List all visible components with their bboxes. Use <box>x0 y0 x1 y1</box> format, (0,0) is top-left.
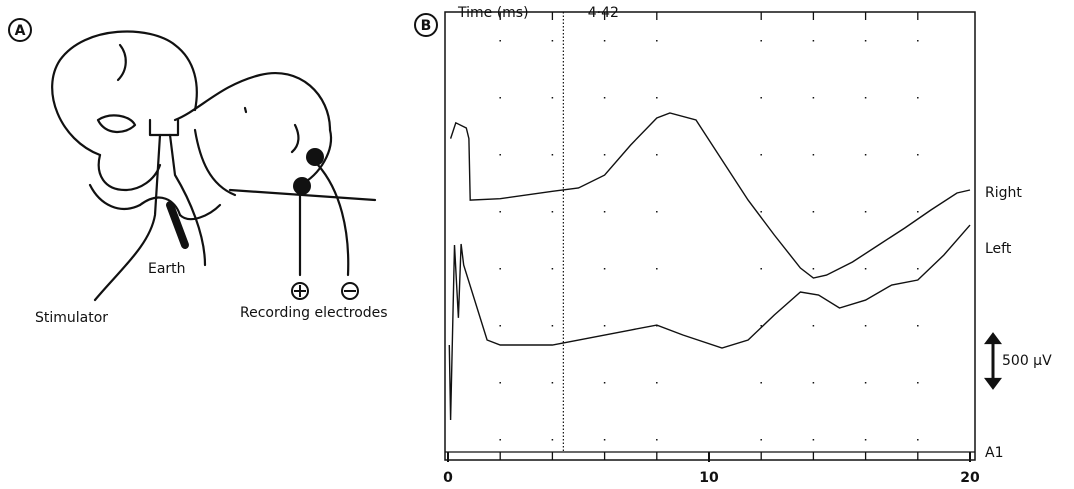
x-tick-label: 10 <box>699 470 719 486</box>
scale-bar <box>987 335 999 388</box>
electrode <box>306 148 324 166</box>
stimulator-label: Stimulator <box>35 310 108 326</box>
plus-sign <box>294 285 306 297</box>
recording-label: Recording electrodes <box>240 305 388 321</box>
legend-label: Right <box>985 185 1022 201</box>
trace <box>449 225 970 420</box>
trace <box>451 113 970 278</box>
cursor-label: 4·42 <box>588 5 619 21</box>
legend-label: Left <box>985 241 1012 257</box>
baseline-label: A1 <box>985 445 1003 461</box>
figure: A Earth Stimulator Recording electrodes … <box>0 0 1074 489</box>
plot-frame <box>445 12 975 460</box>
illustration <box>52 31 375 300</box>
scale-bar-label: 500 µV <box>1002 353 1052 369</box>
panel-label: B <box>421 18 432 34</box>
x-tick-label: 20 <box>960 470 980 486</box>
x-tick-label: 0 <box>443 470 453 486</box>
panel-label: A <box>15 23 26 39</box>
earth-label: Earth <box>148 261 186 277</box>
electrode <box>293 177 311 195</box>
x-axis-title: Time (ms) <box>457 5 529 21</box>
